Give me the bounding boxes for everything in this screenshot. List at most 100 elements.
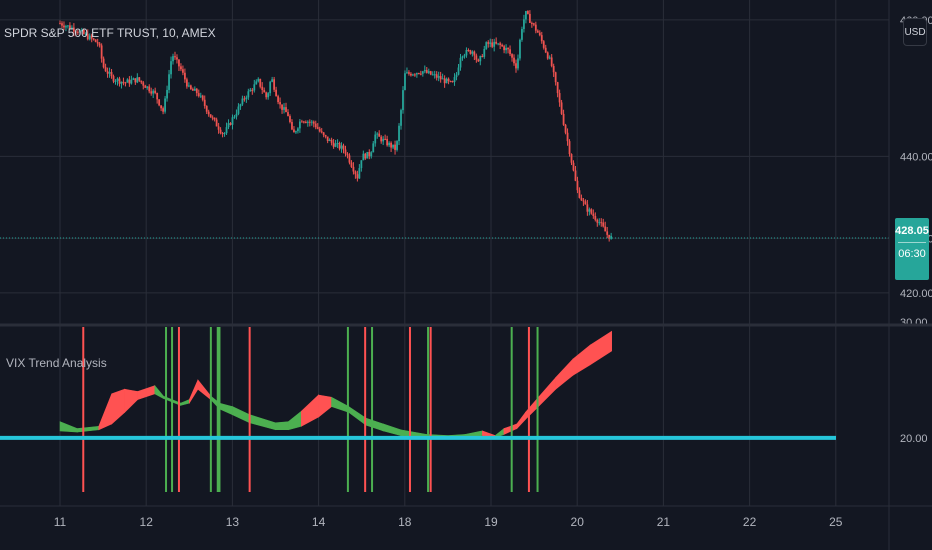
price-candle [61, 23, 63, 26]
signal-lines [82, 327, 539, 492]
price-candle [386, 138, 389, 146]
price-candle [98, 43, 101, 46]
price-candle [271, 79, 274, 82]
price-candle [467, 50, 470, 52]
price-candle [578, 190, 581, 198]
price-candle [546, 52, 549, 59]
price-candle [536, 30, 539, 33]
vix-axis[interactable]: 20.00 30.00 [900, 317, 928, 445]
last-price-badge: 428.05 06:30 [895, 218, 929, 280]
price-candle [191, 88, 194, 91]
vix-band-segment [348, 406, 367, 426]
price-candle [152, 90, 155, 94]
price-candle [261, 86, 264, 91]
vix-band-segment [249, 414, 276, 431]
price-candle [225, 127, 228, 134]
price-candle [80, 29, 83, 31]
vix-band-segment [365, 417, 384, 432]
price-candle [350, 162, 353, 167]
price-candle [588, 209, 591, 212]
price-candle [187, 85, 190, 87]
price-candle [590, 209, 593, 214]
price-candle [231, 117, 234, 125]
currency-button[interactable]: USD [903, 18, 927, 46]
price-candle [443, 78, 446, 84]
price-candle [410, 73, 412, 76]
price-candle [608, 234, 611, 239]
price-candle [526, 11, 529, 14]
price-candle [568, 141, 571, 155]
vix-band-segment [503, 423, 518, 435]
price-candle [439, 76, 442, 80]
price-candle [570, 154, 573, 163]
price-candle [114, 81, 117, 83]
price-candle [509, 49, 511, 55]
price-candle [132, 78, 135, 80]
price-candle [86, 33, 89, 40]
price-candle [433, 74, 436, 76]
vix-band-segment [555, 358, 574, 390]
price-candle [602, 222, 605, 227]
vix-band-segment [76, 425, 100, 433]
price-candle [174, 56, 176, 58]
price-candle [221, 133, 224, 135]
price-candle [451, 81, 454, 83]
price-candle [457, 67, 460, 75]
price-candle [576, 180, 579, 191]
price-candle [419, 73, 422, 75]
price-candle [136, 77, 139, 83]
price-candle [572, 162, 575, 171]
price-candle [505, 47, 507, 51]
price-candle [370, 152, 373, 157]
price-candle [461, 56, 464, 58]
price-candle [273, 79, 276, 90]
price-candle [364, 153, 367, 159]
price-candle [92, 38, 95, 40]
price-candle [427, 71, 430, 73]
price-candle [182, 69, 184, 73]
price-candle [116, 78, 119, 82]
price-candle [237, 106, 240, 114]
price-candle [429, 71, 432, 75]
price-candle [334, 143, 337, 147]
symbol-title[interactable]: SPDR S&P 500 ETF TRUST, 10, AMEX [4, 26, 216, 40]
price-candle [130, 79, 133, 84]
price-candle [241, 98, 244, 105]
price-candle [489, 42, 492, 44]
price-candle [540, 35, 543, 42]
price-candle [160, 105, 163, 109]
price-candle [211, 117, 214, 119]
price-candle [150, 91, 153, 94]
vix-band-segment [516, 411, 526, 430]
price-candle [523, 19, 525, 30]
price-candle [473, 51, 476, 56]
price-candle [413, 74, 416, 76]
vix-tick-label: 20.00 [900, 433, 928, 445]
vix-band-segment [288, 410, 302, 431]
price-candle [584, 201, 587, 205]
price-candle [594, 215, 597, 220]
price-candle [493, 41, 496, 47]
indicator-title[interactable]: VIX Trend Analysis [6, 356, 107, 370]
price-candle [302, 121, 305, 123]
price-candle [298, 121, 301, 129]
price-candle [168, 74, 170, 90]
price-candle [342, 145, 345, 150]
price-candle [213, 117, 216, 120]
vix-band-segment [589, 330, 612, 366]
time-tick-label: 13 [226, 515, 240, 529]
price-candle [372, 143, 375, 153]
price-candle [538, 32, 541, 36]
price-tick-label: 440.00 [900, 151, 932, 163]
price-candle [481, 55, 484, 57]
price-candle [110, 72, 113, 77]
price-candle [243, 98, 246, 100]
time-axis[interactable]: 11 12 13 14 18 19 20 21 22 25 [54, 515, 843, 529]
price-candle [441, 78, 444, 80]
price-candle [90, 35, 93, 39]
price-candle [358, 168, 361, 179]
time-tick-label: 22 [743, 515, 757, 529]
price-candle [112, 76, 115, 82]
price-candle [453, 77, 456, 83]
